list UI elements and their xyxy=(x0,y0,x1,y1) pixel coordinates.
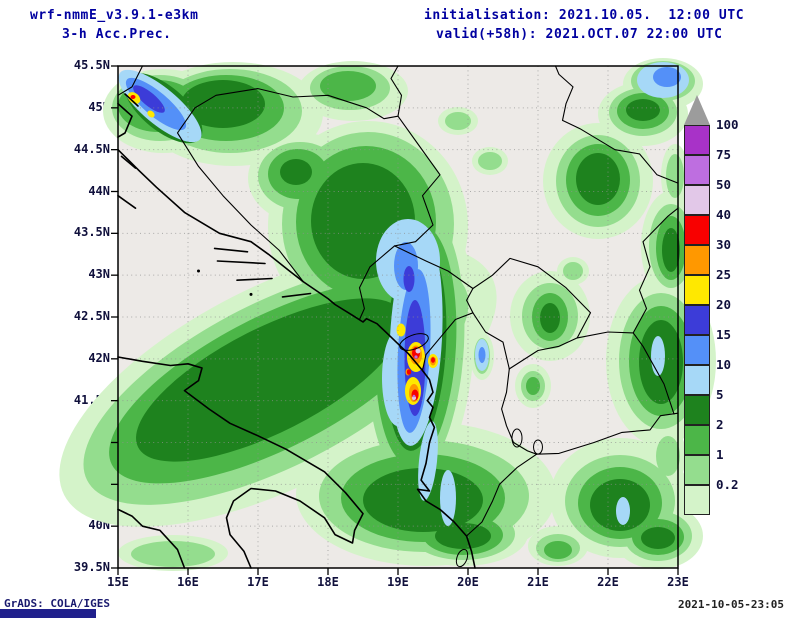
grads-credit: GrADS: COLA/IGES xyxy=(4,597,110,610)
corfu-island-outline xyxy=(455,548,469,568)
colorbar-label: 5 xyxy=(716,387,724,402)
colorbar-label: 25 xyxy=(716,267,732,282)
balkan-coastline xyxy=(117,148,476,569)
y-axis-label: 42.5N xyxy=(73,309,110,323)
colorbar-segment xyxy=(684,155,710,185)
colorbar-label: 2 xyxy=(716,417,724,432)
adriatic-islands xyxy=(117,93,312,298)
valid-time-label: valid(+58h): 2021.OCT.07 22:00 UTC xyxy=(436,27,723,42)
kvarner-coastline xyxy=(117,102,133,138)
colorbar-label: 15 xyxy=(716,327,732,342)
colorbar: 100 75 50 40 30 25 20 15 10 5 2 1 0.2 xyxy=(684,95,756,525)
colorbar-segment xyxy=(684,335,710,365)
italy-west-coastline xyxy=(117,508,186,569)
colorbar-label: 1 xyxy=(716,447,724,462)
precip-level-75 xyxy=(412,355,418,398)
colorbar-label: 50 xyxy=(716,177,732,192)
colorbar-label: 40 xyxy=(716,207,732,222)
colorbar-top-arrow xyxy=(684,95,710,125)
grid-lines xyxy=(118,66,678,568)
colorbar-segment xyxy=(684,395,710,425)
colorbar-segment xyxy=(684,485,710,515)
bottom-bar xyxy=(0,609,96,618)
creation-timestamp: 2021-10-05-23:05 xyxy=(678,598,784,611)
y-axis-label: 44.5N xyxy=(73,141,110,156)
colorbar-label: 30 xyxy=(716,237,732,252)
x-axis-label: 18E xyxy=(317,575,339,589)
colorbar-label: 20 xyxy=(716,297,732,312)
italy-coastline xyxy=(117,356,364,569)
colorbar-label: 0.2 xyxy=(716,477,739,492)
colorbar-segment xyxy=(684,275,710,305)
colorbar-segment xyxy=(684,125,710,155)
y-axis-labels: 45.5N45N44.5N44N43.5N43N42.5N42N41.5N41N… xyxy=(66,0,114,618)
model-title: wrf-nmmE_v3.9.1-e3km xyxy=(30,8,199,23)
colorbar-segment xyxy=(684,365,710,395)
x-axis-label: 22E xyxy=(597,575,619,589)
x-axis-label: 16E xyxy=(177,575,199,589)
precipitation-map xyxy=(59,58,716,575)
x-axis-label: 21E xyxy=(527,575,549,589)
map-area xyxy=(59,58,716,575)
product-title: 3-h Acc.Prec. xyxy=(62,27,172,42)
x-axis-label: 17E xyxy=(247,575,269,589)
colorbar-segment xyxy=(684,245,710,275)
precip-level-50 xyxy=(412,348,421,400)
y-axis-label: 45.5N xyxy=(73,58,110,72)
x-axis-label: 20E xyxy=(457,575,479,589)
colorbar-label: 100 xyxy=(716,117,739,132)
colorbar-segment xyxy=(684,305,710,335)
y-axis-label: 43N xyxy=(88,267,110,282)
colorbar-segment xyxy=(684,215,710,245)
coastlines xyxy=(117,93,476,569)
init-time-label: initialisation: 2021.10.05. 12:00 UTC xyxy=(424,8,745,23)
colorbar-segment xyxy=(684,185,710,215)
axis-ticks xyxy=(111,65,679,575)
y-axis-label: 43.5N xyxy=(73,225,110,240)
colorbar-label: 75 xyxy=(716,147,732,162)
x-axis-label: 19E xyxy=(387,575,409,589)
x-axis-label: 23E xyxy=(667,575,689,589)
y-axis-label: 44N xyxy=(88,183,110,198)
y-axis-label: 39.5N xyxy=(73,560,110,574)
colorbar-segment xyxy=(684,425,710,455)
colorbar-segment xyxy=(684,455,710,485)
y-axis-label: 42N xyxy=(88,350,110,365)
x-axis-label: 15E xyxy=(107,575,129,589)
lake-skadar-outline xyxy=(399,333,429,351)
colorbar-label: 10 xyxy=(716,357,732,372)
country-borders xyxy=(117,65,679,537)
